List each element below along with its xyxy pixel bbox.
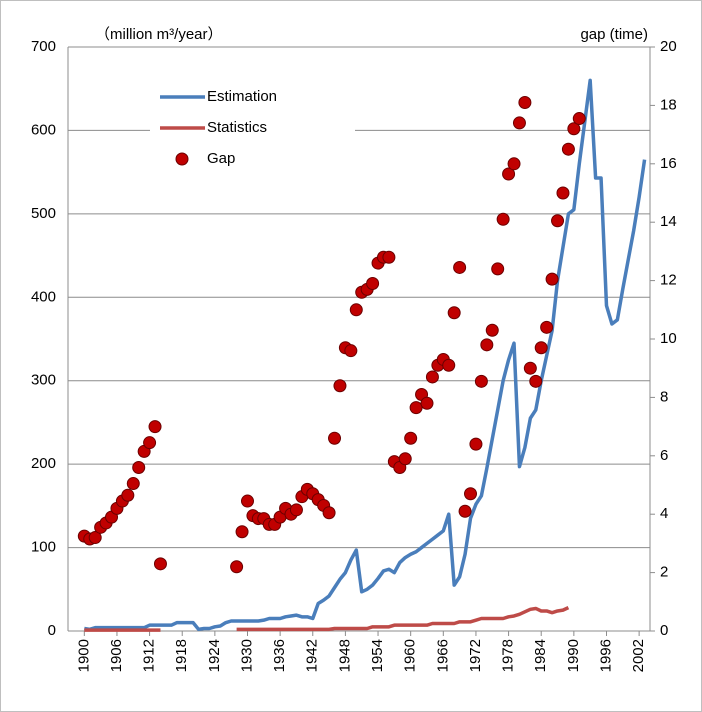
y-tick-label: 0 [48, 622, 56, 639]
x-tick-label: 1978 [500, 639, 517, 672]
scatter-point [289, 503, 303, 517]
line-series [84, 78, 647, 632]
scatter-point [534, 341, 548, 355]
y2-tick-label: 2 [660, 564, 668, 581]
scatter-point [121, 488, 135, 502]
y-tick-label: 500 [31, 205, 56, 222]
legend-label: Estimation [207, 88, 277, 105]
scatter-point [529, 374, 543, 388]
scatter-point [420, 396, 434, 410]
x-tick-label: 1942 [304, 639, 321, 672]
y2-tick-label: 14 [660, 213, 677, 230]
y-tick-label: 700 [31, 38, 56, 55]
y2-tick-label: 12 [660, 272, 677, 289]
y2-tick-label: 4 [660, 505, 668, 522]
scatter-point [126, 477, 140, 491]
scatter-point [447, 306, 461, 320]
y-tick-label: 200 [31, 455, 56, 472]
legend-marker [175, 152, 189, 166]
legend-label: Gap [207, 150, 235, 167]
scatter-point [398, 452, 412, 466]
scatter-point [561, 142, 575, 156]
scatter-point [409, 401, 423, 415]
scatter-point [485, 323, 499, 337]
scatter-point [458, 504, 472, 518]
scatter-point [349, 303, 363, 317]
scatter-point [523, 361, 537, 375]
y2-tick-label: 10 [660, 330, 677, 347]
x-tick-label: 1912 [141, 639, 158, 672]
scatter-point [491, 262, 505, 276]
scatter-point [425, 370, 439, 384]
x-tick-label: 1924 [206, 639, 223, 672]
scatter-point [540, 320, 554, 334]
scatter-point [469, 437, 483, 451]
y2-tick-label: 8 [660, 388, 668, 405]
scatter-point [518, 95, 532, 109]
scatter-point [366, 277, 380, 291]
scatter-point [567, 122, 581, 136]
x-tick-label: 1960 [402, 639, 419, 672]
x-tick-label: 1900 [75, 639, 92, 672]
scatter-point [496, 212, 510, 226]
scatter-point [404, 431, 418, 445]
scatter-point [556, 186, 570, 200]
y2-tick-label: 6 [660, 447, 668, 464]
scatter-point [240, 494, 254, 508]
x-tick-label: 1996 [597, 639, 614, 672]
scatter-point [235, 525, 249, 539]
x-tick-label: 1984 [532, 639, 549, 672]
scatter-point [480, 338, 494, 352]
scatter-point [322, 506, 336, 520]
scatter-point [344, 344, 358, 358]
scatter-point [545, 272, 559, 286]
x-tick-label: 1954 [369, 639, 386, 672]
x-tick-label: 1966 [434, 639, 451, 672]
scatter-point [153, 557, 167, 571]
x-tick-label: 1990 [565, 639, 582, 672]
x-tick-label: 1948 [336, 639, 353, 672]
y-tick-label: 400 [31, 288, 56, 305]
y2-axis-label: gap (time) [580, 26, 648, 43]
scatter-point [88, 531, 102, 545]
scatter-point [512, 116, 526, 130]
line-series [84, 606, 570, 632]
x-tick-label: 2002 [630, 639, 647, 672]
scatter-point [442, 358, 456, 372]
x-tick-label: 1906 [108, 639, 125, 672]
scatter-point [551, 214, 565, 228]
y2-tick-label: 0 [660, 622, 668, 639]
scatter-point [143, 436, 157, 450]
scatter-point [464, 487, 478, 501]
scatter-point [148, 420, 162, 434]
x-tick-label: 1972 [467, 639, 484, 672]
y-tick-label: 100 [31, 539, 56, 556]
scatter-point [230, 560, 244, 574]
y-axis-label: （million m³/year） [95, 26, 223, 43]
scatter-point [507, 157, 521, 171]
scatter-point [328, 431, 342, 445]
x-tick-label: 1936 [271, 639, 288, 672]
x-tick-label: 1918 [173, 639, 190, 672]
scatter-point [502, 167, 516, 181]
y-tick-label: 600 [31, 121, 56, 138]
scatter-point [333, 379, 347, 393]
scatter-point [572, 112, 586, 126]
x-tick-label: 1930 [238, 639, 255, 672]
y2-tick-label: 16 [660, 155, 677, 172]
y-tick-label: 300 [31, 372, 56, 389]
y2-tick-label: 20 [660, 38, 677, 55]
scatter-point [474, 374, 488, 388]
scatter-point [453, 260, 467, 274]
scatter-point [132, 460, 146, 474]
y2-tick-label: 18 [660, 96, 677, 113]
scatter-point [382, 250, 396, 264]
legend-label: Statistics [207, 119, 267, 136]
